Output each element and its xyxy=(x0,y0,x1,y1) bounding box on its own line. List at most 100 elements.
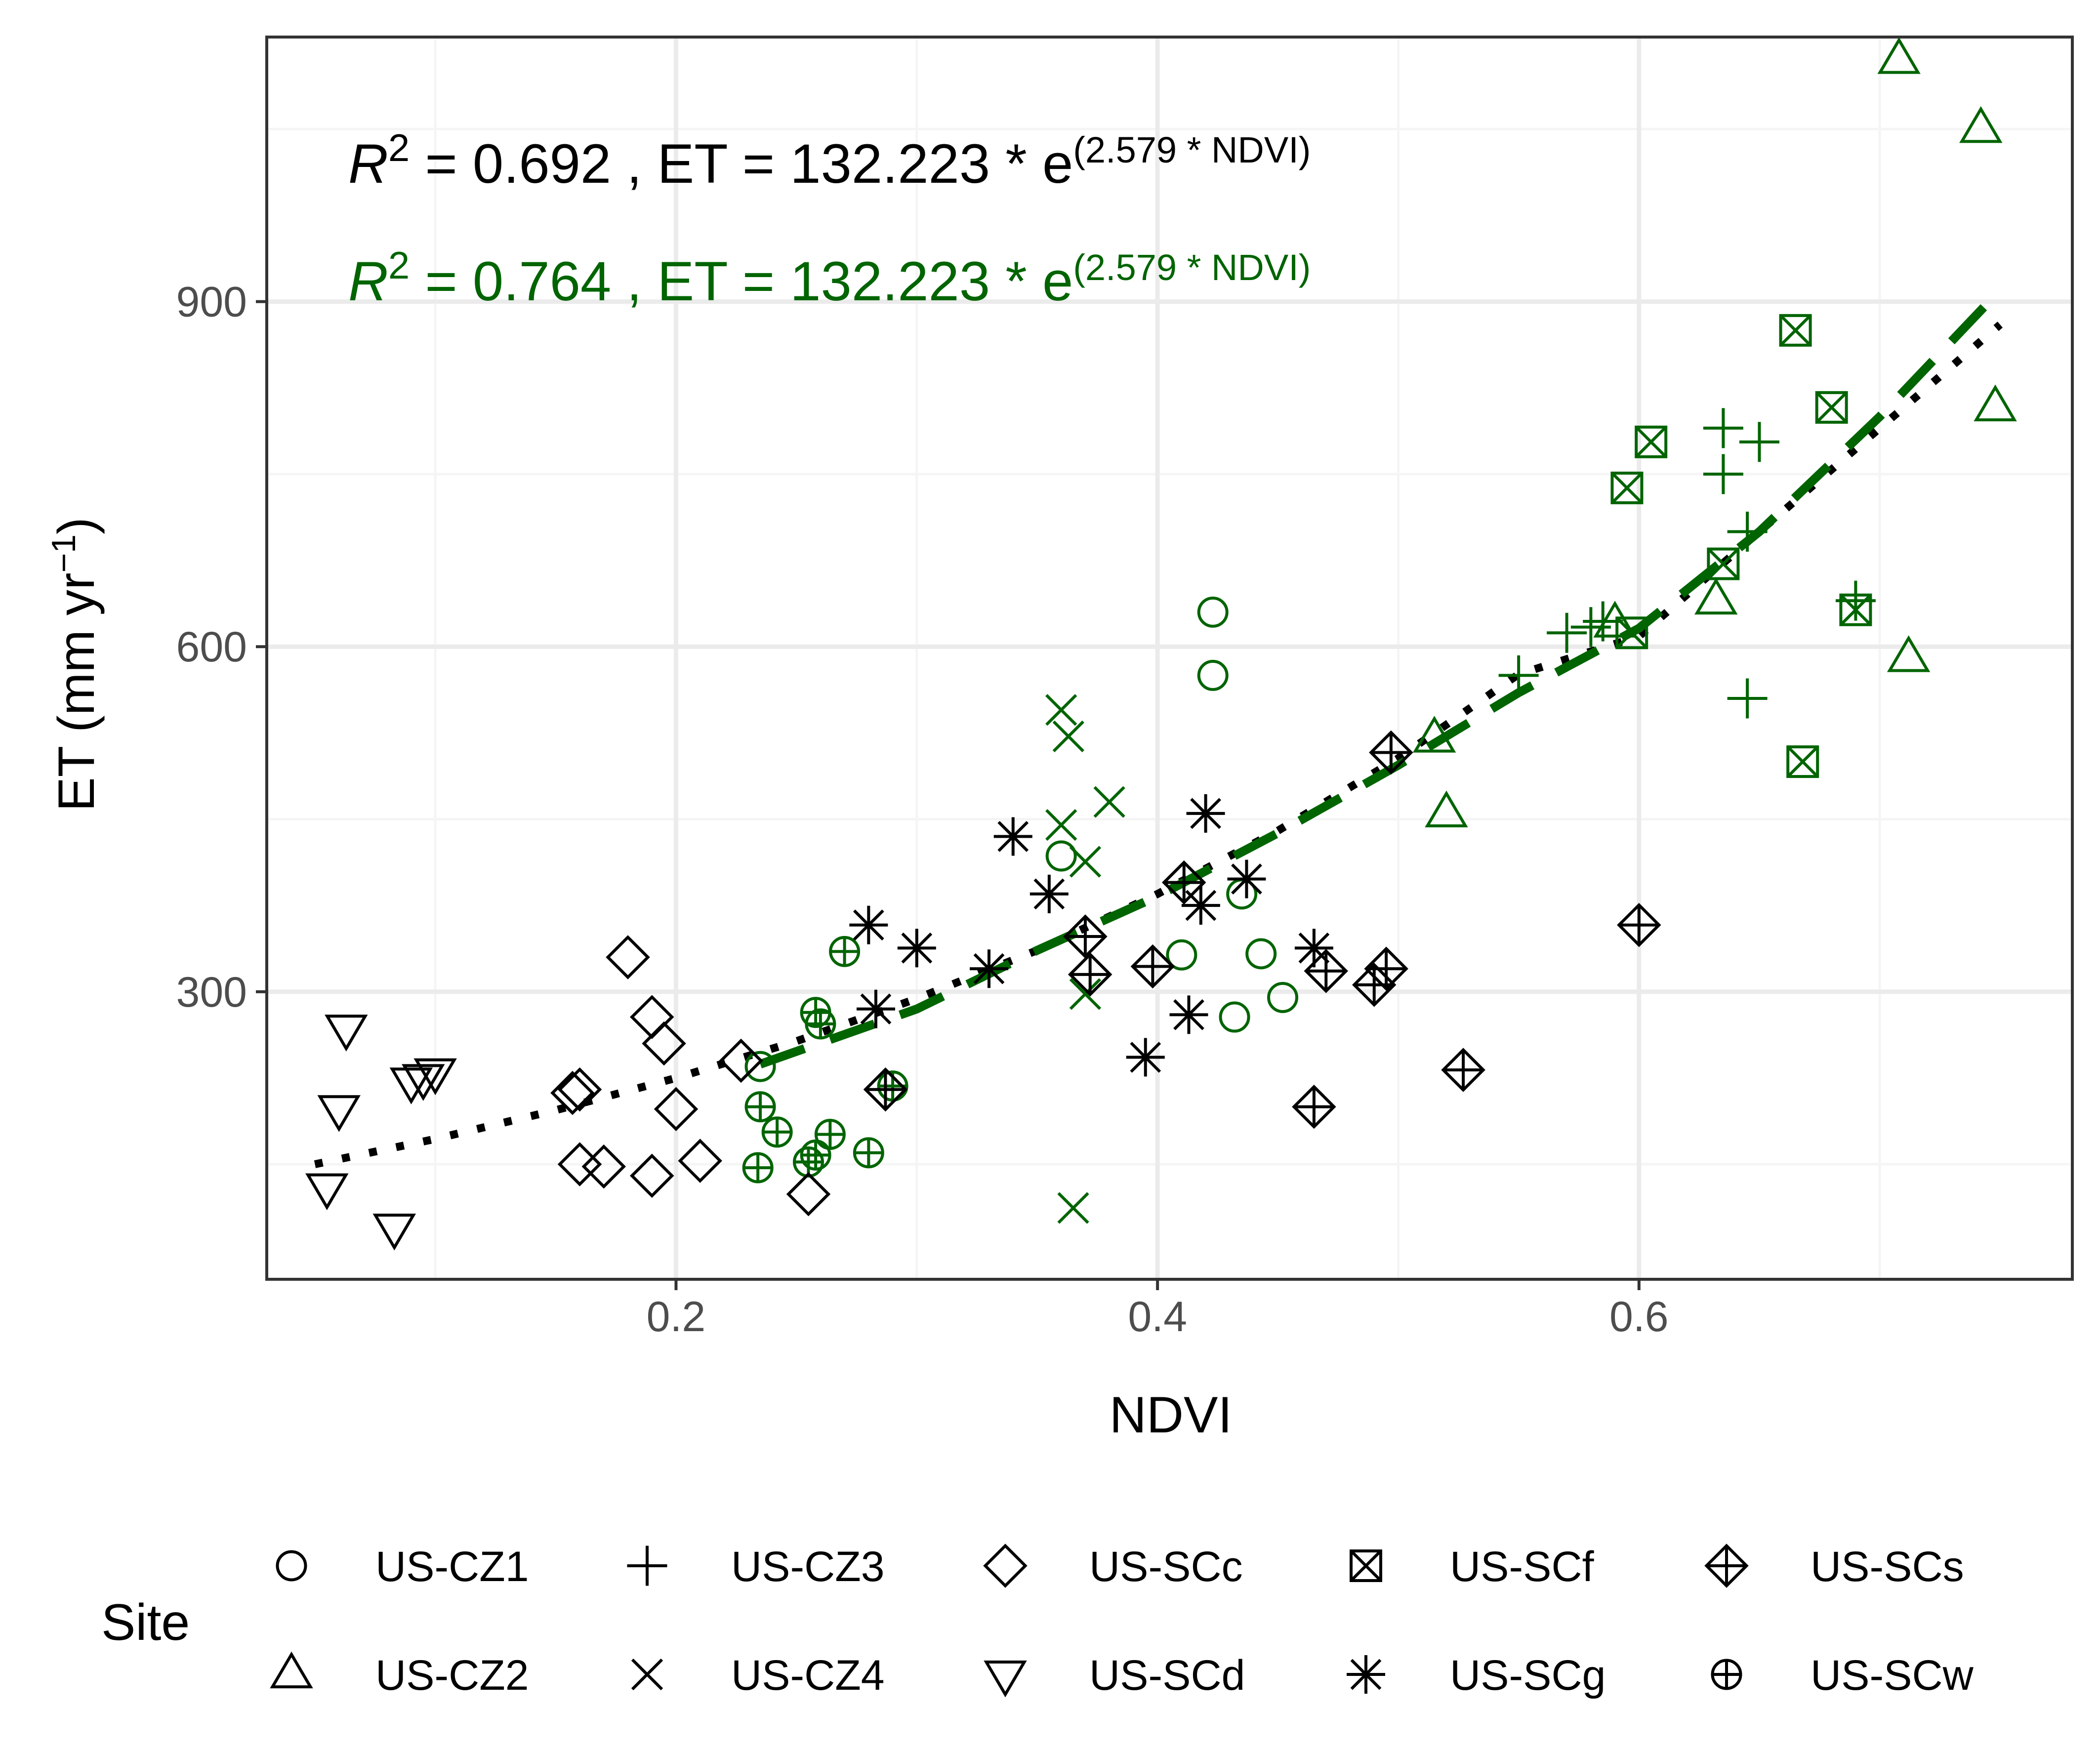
legend-entry-us-cz4: US-CZ4 xyxy=(631,1652,885,1699)
data-point xyxy=(550,1071,595,1115)
data-point xyxy=(1739,422,1779,462)
data-point xyxy=(1069,846,1102,878)
data-point xyxy=(1441,1048,1485,1092)
legend-label: US-CZ4 xyxy=(731,1652,885,1699)
data-point xyxy=(1093,786,1125,818)
panel-background xyxy=(267,37,2072,1279)
data-point xyxy=(1169,995,1208,1034)
y-tick-label: 600 xyxy=(176,623,247,671)
legend-key-circle-plus xyxy=(1711,1659,1742,1690)
legend-key-plus xyxy=(627,1546,667,1586)
data-point xyxy=(1703,454,1743,494)
legend-key-diamond xyxy=(983,1544,1028,1588)
data-point xyxy=(1815,391,1848,424)
data-point xyxy=(1727,678,1768,719)
data-point xyxy=(1161,860,1206,905)
y-axis-ticks: 300 600 900 xyxy=(176,279,267,1016)
panel-border xyxy=(265,36,2074,1281)
data-point xyxy=(654,1087,699,1132)
data-point xyxy=(1197,596,1229,628)
data-point xyxy=(642,1021,686,1066)
data-point xyxy=(1547,612,1587,653)
data-point xyxy=(1063,914,1108,959)
data-point xyxy=(1292,1084,1336,1129)
data-point xyxy=(1227,859,1266,898)
data-point xyxy=(1045,809,1077,841)
data-point xyxy=(1130,944,1175,989)
data-point xyxy=(863,1067,908,1112)
data-point xyxy=(1069,978,1102,1010)
data-point xyxy=(1877,37,1921,74)
data-point xyxy=(1593,601,1637,638)
legend-entry-us-scw: US-SCw xyxy=(1711,1652,1974,1699)
series-us-scf xyxy=(1610,314,1872,778)
y-axis-title: ET (mm yr−1) xyxy=(45,517,105,812)
legend-label: US-SCf xyxy=(1450,1543,1595,1590)
legend-entry-us-cz3: US-CZ3 xyxy=(627,1543,885,1590)
x-tick-label: 0.4 xyxy=(1128,1293,1187,1341)
series-us-scd xyxy=(305,1015,457,1251)
data-point xyxy=(305,1173,349,1211)
data-point xyxy=(1610,471,1644,504)
data-point xyxy=(1635,425,1668,458)
legend-key-diamond-plus xyxy=(1704,1544,1749,1588)
data-point xyxy=(1166,939,1197,971)
data-point xyxy=(1974,384,2017,421)
data-point xyxy=(1186,794,1225,833)
data-point xyxy=(853,1137,884,1169)
data-points xyxy=(305,37,2017,1251)
series-us-cz1 xyxy=(744,596,1299,1082)
data-point xyxy=(1294,929,1333,968)
data-point xyxy=(1425,790,1468,827)
data-point xyxy=(993,817,1032,856)
legend-key-asterisk xyxy=(1347,1655,1385,1694)
data-point xyxy=(1615,616,1648,650)
fit-equations: R2 = 0.692 , ET = 132.223 * e(2.579 * ND… xyxy=(348,126,1311,312)
data-point xyxy=(719,1038,763,1083)
legend-entry-us-scf: US-SCf xyxy=(1350,1543,1595,1590)
data-point xyxy=(1617,903,1661,947)
data-point xyxy=(742,1152,774,1183)
legend-label: US-SCw xyxy=(1811,1652,1974,1699)
data-point xyxy=(744,1051,776,1082)
data-point xyxy=(1839,593,1872,626)
x-axis-title: NDVI xyxy=(1110,1386,1232,1444)
y-tick-label: 300 xyxy=(176,969,247,1016)
legend-label: US-SCg xyxy=(1450,1652,1606,1699)
data-point xyxy=(1181,886,1220,925)
legend-label: US-CZ3 xyxy=(731,1543,885,1590)
data-point xyxy=(1707,547,1740,580)
data-point xyxy=(1029,874,1069,913)
series-us-cz2 xyxy=(1412,37,2017,827)
data-point xyxy=(1959,106,2003,143)
legend-entry-us-cz2: US-CZ2 xyxy=(270,1651,529,1699)
data-point xyxy=(629,1153,674,1198)
series-us-cz3 xyxy=(1498,408,1876,719)
data-point xyxy=(849,905,888,944)
data-point xyxy=(372,1214,416,1251)
y-axis-title-close: ) xyxy=(48,517,105,534)
legend-entry-us-scs: US-SCs xyxy=(1704,1543,1964,1590)
data-point xyxy=(1045,840,1077,872)
x-axis-ticks: 0.2 0.4 0.6 xyxy=(647,1279,1669,1341)
data-point xyxy=(1245,938,1277,970)
data-point xyxy=(1703,408,1743,448)
data-point xyxy=(317,1095,361,1132)
series-us-scw xyxy=(742,936,908,1183)
data-point xyxy=(1786,745,1819,778)
data-point xyxy=(1727,511,1768,552)
data-point xyxy=(761,1116,793,1148)
data-point xyxy=(1126,1038,1165,1077)
data-point xyxy=(557,1067,602,1112)
legend-key-triangle xyxy=(270,1651,313,1689)
y-axis-title-sup: −1 xyxy=(45,534,82,573)
data-point xyxy=(1267,981,1299,1013)
data-point xyxy=(800,1140,831,1171)
y-axis-title-main: ET (mm yr xyxy=(48,572,105,811)
data-point xyxy=(1052,720,1084,752)
data-point xyxy=(413,1058,457,1096)
data-point xyxy=(1304,949,1349,993)
legend-label: US-CZ2 xyxy=(375,1652,529,1699)
legend-entry-us-scc: US-SCc xyxy=(983,1543,1243,1590)
